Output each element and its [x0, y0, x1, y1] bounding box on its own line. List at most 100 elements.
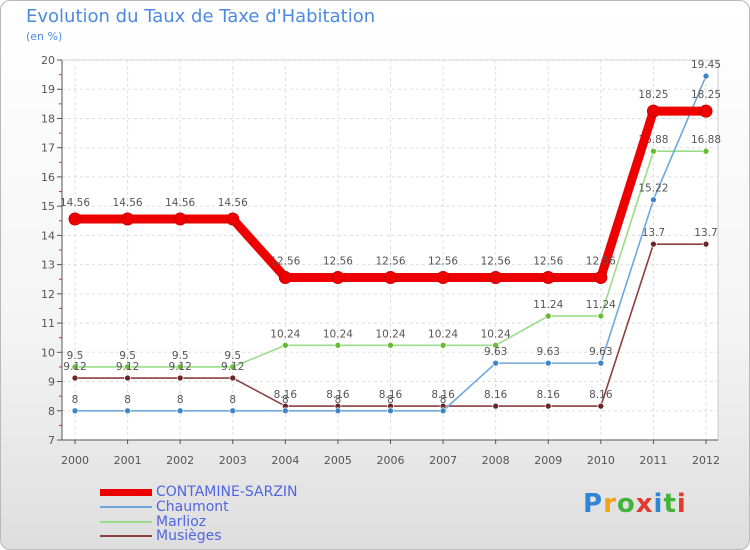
logo-letter: r	[603, 489, 617, 519]
x-tick-label: 2010	[587, 454, 615, 467]
data-label-chaumont: 9.63	[537, 346, 560, 358]
x-tick-label: 2000	[61, 454, 89, 467]
data-label-contamine-sarzin: 14.56	[218, 197, 248, 209]
y-tick-label: 17	[41, 142, 55, 155]
logo-letter: P	[583, 489, 604, 519]
y-tick-label: 16	[41, 171, 55, 184]
data-label-chaumont: 9.63	[589, 346, 612, 358]
data-point-contamine-sarzin	[436, 270, 450, 284]
data-point-marlioz	[176, 363, 184, 371]
x-tick-label: 2012	[692, 454, 720, 467]
x-tick-label: 2001	[114, 454, 142, 467]
data-label-marlioz: 9.5	[172, 350, 189, 362]
data-label-contamine-sarzin: 12.56	[375, 255, 405, 267]
data-point-musi-ges	[176, 374, 184, 382]
legend-item-contamine: CONTAMINE-SARZIN	[100, 484, 298, 500]
data-point-musi-ges	[492, 402, 500, 410]
data-label-musi-ges: 8.16	[326, 389, 350, 401]
data-label-chaumont: 8	[282, 394, 289, 406]
y-tick-label: 13	[41, 259, 55, 272]
data-label-marlioz: 10.24	[323, 328, 353, 340]
data-point-chaumont	[597, 359, 605, 367]
data-point-musi-ges	[650, 240, 657, 248]
data-label-musi-ges: 8.16	[589, 389, 613, 401]
data-label-musi-ges: 9.12	[168, 361, 191, 373]
data-point-chaumont	[650, 196, 657, 204]
data-point-marlioz	[229, 363, 237, 371]
legend-item-marlioz: Marlioz	[100, 514, 207, 530]
legend-item-chaumont: Chaumont	[100, 499, 229, 515]
data-label-marlioz: 11.24	[586, 299, 616, 311]
legend-swatch-marlioz	[100, 521, 152, 523]
data-label-musi-ges: 9.12	[63, 361, 86, 373]
y-tick-label: 14	[41, 229, 55, 242]
data-label-marlioz: 9.5	[119, 350, 136, 362]
legend-label-chaumont: Chaumont	[156, 499, 229, 515]
data-label-chaumont: 9.63	[484, 346, 507, 358]
data-label-marlioz: 10.24	[375, 328, 405, 340]
legend-label-musieges: Musièges	[156, 528, 222, 544]
x-tick-label: 2006	[377, 454, 405, 467]
data-label-marlioz: 16.88	[691, 134, 721, 146]
data-label-contamine-sarzin: 12.56	[323, 255, 353, 267]
data-label-musi-ges: 13.7	[694, 227, 717, 239]
data-point-marlioz	[597, 312, 605, 320]
data-point-chaumont	[439, 407, 447, 415]
data-label-contamine-sarzin: 12.56	[270, 255, 300, 267]
data-point-contamine-sarzin	[173, 212, 187, 226]
x-tick-label: 2009	[534, 454, 562, 467]
x-tick-label: 2005	[324, 454, 352, 467]
y-tick-label: 18	[41, 112, 55, 125]
data-label-marlioz: 9.5	[224, 350, 241, 362]
data-point-marlioz	[124, 363, 131, 371]
data-point-chaumont	[492, 359, 500, 367]
data-label-musi-ges: 8.16	[379, 389, 403, 401]
data-point-contamine-sarzin	[121, 212, 135, 226]
y-tick-label: 15	[41, 200, 55, 213]
data-point-marlioz	[334, 341, 342, 349]
data-label-contamine-sarzin: 12.56	[481, 255, 511, 267]
data-label-contamine-sarzin: 18.25	[691, 89, 721, 101]
data-label-chaumont: 8	[229, 394, 236, 406]
data-point-contamine-sarzin	[489, 270, 503, 284]
data-point-chaumont	[176, 407, 184, 415]
y-tick-label: 11	[41, 317, 55, 330]
data-point-contamine-sarzin	[331, 270, 345, 284]
data-label-chaumont: 15.22	[638, 183, 668, 195]
data-point-contamine-sarzin	[646, 104, 660, 118]
data-point-chaumont	[281, 407, 289, 415]
data-label-contamine-sarzin: 12.56	[586, 255, 616, 267]
data-point-contamine-sarzin	[384, 270, 397, 284]
data-point-contamine-sarzin	[594, 270, 608, 284]
data-label-contamine-sarzin: 12.56	[428, 255, 458, 267]
data-label-chaumont: 19.45	[691, 59, 721, 71]
data-point-marlioz	[281, 341, 289, 349]
data-point-contamine-sarzin	[541, 270, 555, 284]
data-point-musi-ges	[124, 374, 131, 382]
chart-title: Evolution du Taux de Taxe d'Habitation	[26, 6, 376, 27]
legend-label-marlioz: Marlioz	[156, 514, 207, 530]
data-label-musi-ges: 9.12	[221, 361, 244, 373]
data-label-chaumont: 8	[335, 394, 342, 406]
data-label-marlioz: 9.5	[67, 350, 84, 362]
legend-item-musieges: Musièges	[100, 528, 222, 544]
x-tick-label: 2007	[429, 454, 457, 467]
data-label-contamine-sarzin: 12.56	[533, 255, 563, 267]
data-label-chaumont: 8	[72, 394, 79, 406]
unit-label: (en %)	[26, 30, 63, 43]
data-label-chaumont: 8	[177, 394, 184, 406]
data-point-musi-ges	[597, 402, 605, 410]
data-label-musi-ges: 8.16	[431, 389, 455, 401]
data-point-chaumont	[229, 407, 237, 415]
data-label-musi-ges: 9.12	[116, 361, 139, 373]
data-point-marlioz	[439, 341, 447, 349]
data-label-contamine-sarzin: 18.25	[638, 89, 668, 101]
y-tick-label: 19	[41, 83, 55, 96]
data-point-marlioz	[702, 147, 710, 155]
legend-label-contamine: CONTAMINE-SARZIN	[156, 484, 298, 500]
y-tick-label: 7	[48, 434, 55, 447]
data-label-marlioz: 10.24	[481, 328, 511, 340]
logo-letter: x	[635, 489, 654, 519]
data-point-marlioz	[387, 341, 394, 349]
